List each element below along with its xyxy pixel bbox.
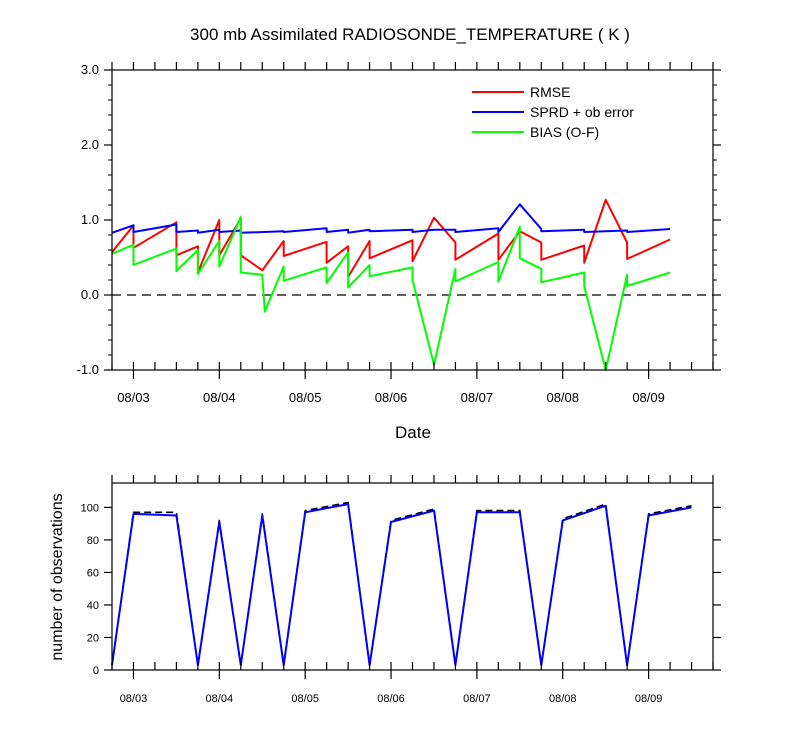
bottom-y-tick-label: 40: [87, 600, 99, 612]
x-axis-label: Date: [395, 423, 431, 442]
bottom-chart-series: [111, 501, 692, 667]
top-x-tick-label: 08/06: [375, 390, 408, 405]
bottom-y-tick-label: 0: [93, 665, 99, 677]
top-x-tick-label: 08/04: [203, 390, 236, 405]
top-x-tick-label: 08/08: [546, 390, 579, 405]
bottom-y-tick-label: 60: [87, 567, 99, 579]
bottom-x-tick-label: 08/03: [120, 693, 148, 705]
bottom-y-tick-label: 20: [87, 632, 99, 644]
bottom-y-tick-label: 100: [81, 502, 99, 514]
top-y-tick-label: 1.0: [81, 212, 99, 227]
top-x-tick-label: 08/05: [289, 390, 322, 405]
top-x-tick-label: 08/07: [461, 390, 494, 405]
bottom-chart: 0 20 40 60 80 100 08/03 08/04 08/05 08/06 08/07 08/…: [49, 475, 721, 705]
top-series-rmse: [111, 198, 671, 278]
top-x-tick-label: 08/09: [632, 390, 665, 405]
top-chart-legend: RMSE SPRD + ob error BIAS (O-F): [472, 84, 634, 140]
top-chart: 300 mb Assimilated RADIOSONDE_TEMPERATUR…: [77, 25, 721, 442]
legend-label-sprd-ob-error: SPRD + ob error: [530, 104, 634, 120]
bottom-series-assimilated-observations: [111, 503, 692, 667]
top-series-bias-o-f: [111, 216, 671, 371]
legend-label-bias-o-f: BIAS (O-F): [530, 124, 599, 140]
bottom-x-tick-label: 08/07: [463, 693, 491, 705]
chart-title: 300 mb Assimilated RADIOSONDE_TEMPERATUR…: [190, 25, 630, 44]
bottom-series-total-observations: [111, 501, 692, 666]
bottom-x-tick-label: 08/09: [635, 693, 663, 705]
bottom-x-tick-label: 08/05: [291, 693, 319, 705]
top-y-tick-label: -1.0: [77, 362, 99, 377]
y-axis-label-observations: number of observations: [49, 493, 66, 660]
bottom-chart-axes: 0 20 40 60 80 100 08/03 08/04 08/05 08/06 08/07 08/…: [81, 475, 721, 705]
bottom-y-tick-label: 80: [87, 535, 99, 547]
top-chart-axes: -1.0 0.0 1.0 2.0 3.0 08/03 08/04 08/05 08/06 08/0…: [77, 62, 721, 405]
top-x-tick-label: 08/03: [117, 390, 150, 405]
legend-label-rmse: RMSE: [530, 84, 570, 100]
bottom-x-tick-label: 08/08: [549, 693, 577, 705]
top-y-tick-label: 2.0: [81, 137, 99, 152]
top-y-tick-label: 3.0: [81, 62, 99, 77]
bottom-x-tick-label: 08/06: [377, 693, 405, 705]
top-series-sprd-ob-error: [111, 203, 671, 234]
top-chart-series: [111, 198, 671, 371]
top-y-tick-label: 0.0: [81, 287, 99, 302]
bottom-x-tick-label: 08/04: [206, 693, 234, 705]
